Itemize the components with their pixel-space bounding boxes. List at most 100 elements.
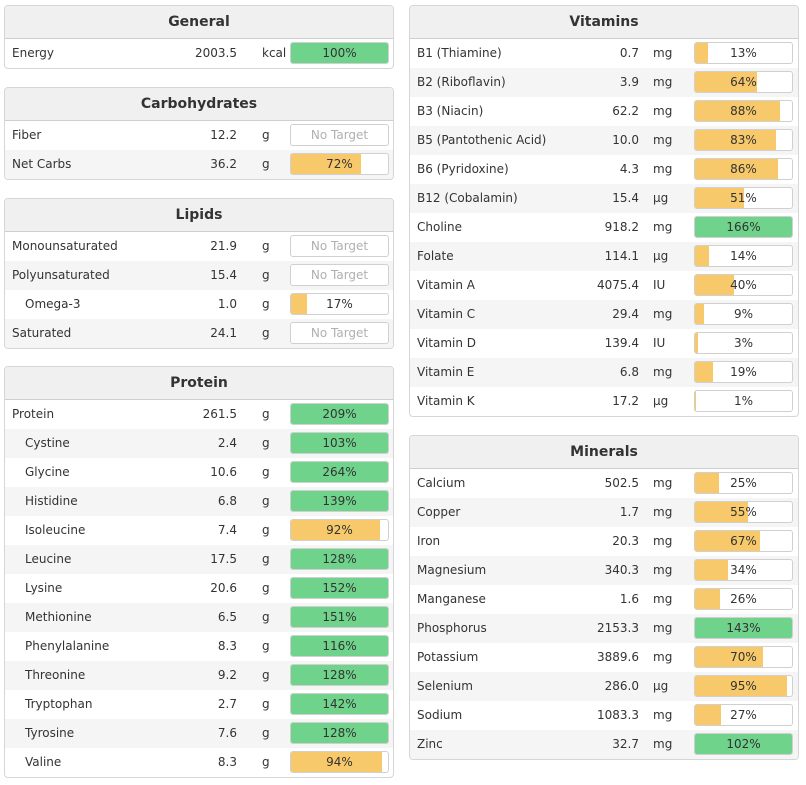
carbohydrates-panel: Carbohydrates Fiber 12.2 g No Target Net Car…: [4, 87, 394, 180]
target-progress-fill: [291, 549, 388, 569]
target-progress-label: 102%: [726, 737, 761, 751]
nutrient-name: Leucine: [25, 552, 72, 566]
target-progress-label: 116%: [322, 639, 357, 653]
nutrient-unit: mg: [653, 307, 673, 321]
nutrient-row: Fiber 12.2 g No Target: [5, 121, 393, 150]
nutrient-unit: kcal: [262, 46, 287, 60]
target-progress-bar: 19%: [694, 361, 793, 383]
nutrient-amount: 9.2: [217, 668, 237, 682]
target-progress-bar: 55%: [694, 501, 793, 523]
target-progress-label: 70%: [730, 650, 757, 664]
target-progress-bar: No Target: [290, 235, 389, 257]
target-progress-bar: 102%: [694, 733, 793, 755]
nutrient-name: Glycine: [25, 465, 70, 479]
target-progress-bar: 128%: [290, 664, 389, 686]
nutrient-unit: g: [262, 697, 270, 711]
target-progress-bar: 264%: [290, 461, 389, 483]
general-panel-title: General: [5, 6, 393, 39]
lipids-panel-title: Lipids: [5, 199, 393, 232]
nutrient-amount: 8.3: [217, 755, 237, 769]
nutrient-unit: g: [262, 610, 270, 624]
nutrient-amount: 15.4: [612, 191, 639, 205]
nutrient-amount: 24.1: [210, 326, 237, 340]
nutrient-row: Polyunsaturated 15.4 g No Target: [5, 261, 393, 290]
nutrient-unit: g: [262, 157, 270, 171]
nutrient-row: Isoleucine 7.4 g 92%: [5, 516, 393, 545]
target-progress-label: No Target: [310, 268, 369, 282]
nutrient-row: Histidine 6.8 g 139%: [5, 487, 393, 516]
nutrient-amount: 2.7: [217, 697, 237, 711]
target-progress-label: 88%: [730, 104, 757, 118]
nutrient-amount: 6.5: [217, 610, 237, 624]
target-progress-fill: [291, 723, 388, 743]
target-progress-bar: 64%: [694, 71, 793, 93]
target-progress-label: 51%: [730, 191, 757, 205]
nutrient-row: Methionine 6.5 g 151%: [5, 603, 393, 632]
target-progress-fill: [291, 154, 361, 174]
nutrient-name: Tryptophan: [25, 697, 93, 711]
nutrient-name: Copper: [417, 505, 461, 519]
target-progress-label: 17%: [326, 297, 353, 311]
target-progress-label: 83%: [730, 133, 757, 147]
target-progress-bar: 27%: [694, 704, 793, 726]
target-progress-fill: [695, 473, 720, 493]
vitamins-panel: Vitamins B1 (Thiamine) 0.7 mg 13% B2 (Ribofl…: [409, 5, 799, 417]
nutrient-name: Lysine: [25, 581, 63, 595]
nutrient-row: Calcium 502.5 mg 25%: [410, 469, 798, 498]
nutrient-unit: g: [262, 239, 270, 253]
target-progress-bar: 166%: [694, 216, 793, 238]
target-progress-bar: 72%: [290, 153, 389, 175]
nutrient-name: Cystine: [25, 436, 70, 450]
target-progress-label: 152%: [322, 581, 357, 595]
nutrient-row: Leucine 17.5 g 128%: [5, 545, 393, 574]
target-progress-label: 19%: [730, 365, 757, 379]
target-progress-bar: 1%: [694, 390, 793, 412]
nutrient-amount: 261.5: [202, 407, 237, 421]
nutrient-unit: µg: [653, 394, 669, 408]
nutrient-amount: 3889.6: [597, 650, 639, 664]
target-progress-bar: 95%: [694, 675, 793, 697]
nutrient-unit: g: [262, 297, 270, 311]
nutrient-amount: 12.2: [210, 128, 237, 142]
target-progress-fill: [291, 491, 388, 511]
nutrient-unit: g: [262, 755, 270, 769]
target-progress-fill: [695, 72, 758, 92]
nutrient-name: Manganese: [417, 592, 486, 606]
target-progress-label: 264%: [322, 465, 357, 479]
target-progress-fill: [695, 589, 721, 609]
general-rows: Energy 2003.5 kcal 100%: [5, 39, 393, 68]
nutrient-name: Calcium: [417, 476, 466, 490]
target-progress-label: 128%: [322, 552, 357, 566]
target-progress-label: 9%: [733, 307, 754, 321]
nutrient-row: Selenium 286.0 µg 95%: [410, 672, 798, 701]
nutrient-unit: mg: [653, 476, 673, 490]
nutrient-row: Folate 114.1 µg 14%: [410, 242, 798, 271]
target-progress-label: 139%: [322, 494, 357, 508]
nutrient-name: Choline: [417, 220, 462, 234]
target-progress-label: 92%: [326, 523, 353, 537]
nutrient-name: Monounsaturated: [12, 239, 118, 253]
target-progress-fill: [291, 433, 388, 453]
target-progress-label: 209%: [322, 407, 357, 421]
minerals-panel: Minerals Calcium 502.5 mg 25% Copper 1.7 mg 55%…: [409, 435, 799, 760]
target-progress-fill: [695, 188, 745, 208]
target-progress-fill: [695, 705, 722, 725]
nutrient-row: Phenylalanine 8.3 g 116%: [5, 632, 393, 661]
target-progress-fill: [291, 520, 381, 540]
target-progress-bar: 13%: [694, 42, 793, 64]
nutrient-name: B3 (Niacin): [417, 104, 484, 118]
nutrient-unit: g: [262, 326, 270, 340]
target-progress-fill: [291, 665, 388, 685]
target-progress-bar: 17%: [290, 293, 389, 315]
nutrient-name: Isoleucine: [25, 523, 86, 537]
nutrient-row: Zinc 32.7 mg 102%: [410, 730, 798, 759]
nutrient-row: B3 (Niacin) 62.2 mg 88%: [410, 97, 798, 126]
nutrient-unit: g: [262, 407, 270, 421]
nutrient-name: Iron: [417, 534, 441, 548]
nutrient-unit: g: [262, 128, 270, 142]
nutrient-amount: 10.0: [612, 133, 639, 147]
target-progress-bar: 92%: [290, 519, 389, 541]
carbohydrates-panel-title: Carbohydrates: [5, 88, 393, 121]
nutrient-name: Fiber: [12, 128, 42, 142]
target-progress-label: 34%: [730, 563, 757, 577]
